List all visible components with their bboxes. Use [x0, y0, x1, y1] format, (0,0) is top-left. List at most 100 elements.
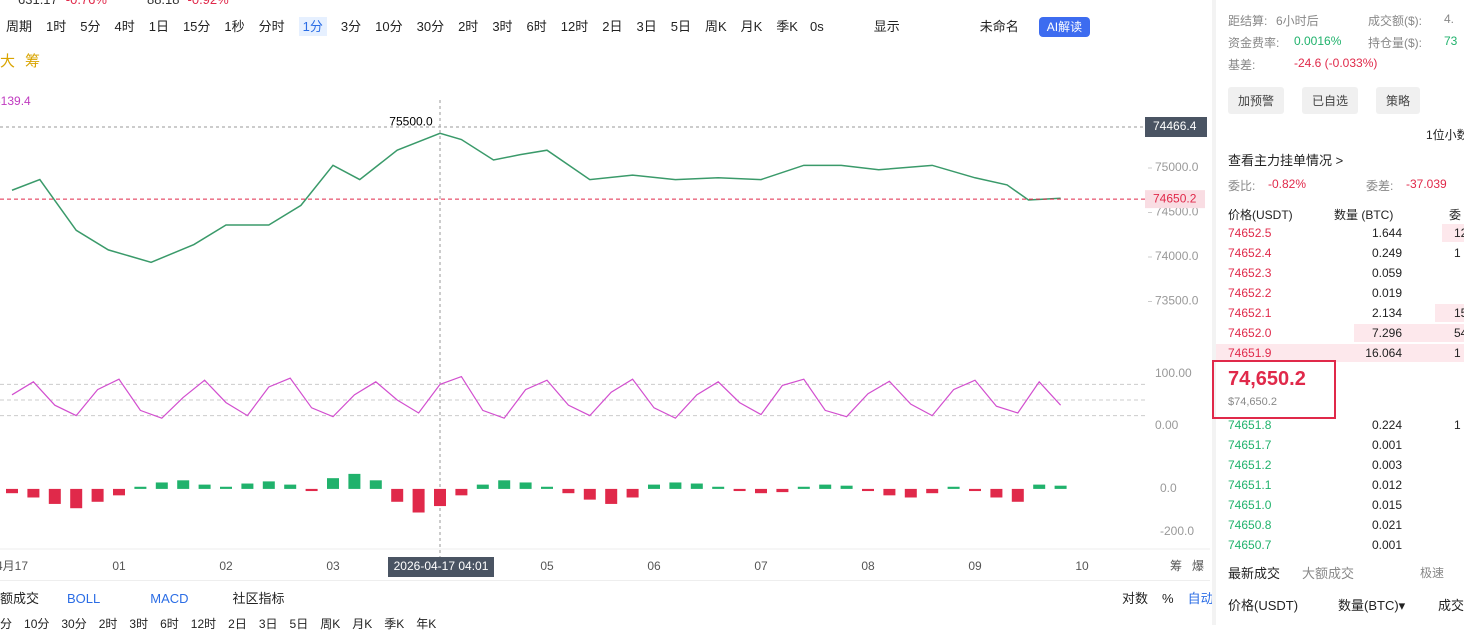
interval-button[interactable]: 2日	[228, 617, 247, 631]
indicator-tabs: 额成交 BOLL MACD 社区指标	[0, 588, 285, 607]
ticker-text: -0.92%	[188, 0, 229, 7]
interval-button[interactable]: 10分	[375, 19, 403, 34]
interval-button[interactable]: 10分	[24, 617, 50, 631]
trade-tab[interactable]: 大额成交	[1302, 566, 1355, 581]
macd-bar	[6, 488, 18, 494]
interval-button[interactable]: 季K	[384, 617, 405, 631]
stat-text: 4.	[1444, 12, 1455, 26]
interval-button[interactable]: 5日	[289, 617, 309, 631]
period-select[interactable]: 周期	[6, 19, 33, 34]
interval-button[interactable]: 1秒	[224, 19, 245, 34]
tool-button[interactable]: 大	[0, 53, 16, 70]
interval-button[interactable]: 3日	[258, 617, 278, 631]
scale-option[interactable]: 对数	[1122, 591, 1149, 606]
scale-options: 对数% 自动	[1122, 588, 1228, 607]
interval-button[interactable]: 3时	[129, 617, 149, 631]
toolbar-button[interactable]: 显示	[873, 19, 900, 34]
interval-button[interactable]: 2时	[458, 19, 479, 34]
interval-button[interactable]: 30分	[61, 617, 87, 631]
book-cell: 12	[1454, 226, 1464, 240]
interval-button[interactable]: 2时	[98, 617, 118, 631]
x-tick-label: 4月17	[0, 559, 28, 573]
interval-button[interactable]: 3时	[492, 19, 513, 34]
interval-button[interactable]: 1分	[298, 17, 327, 36]
interval-button[interactable]: 30分	[416, 19, 445, 34]
ai-button[interactable]: AI解读	[1038, 17, 1091, 37]
macd-bar	[327, 478, 339, 489]
panel-button[interactable]: 已自选	[1302, 87, 1359, 114]
trade-header: 价格(USDT)	[1228, 598, 1299, 613]
macd-bar	[177, 480, 190, 489]
interval-button[interactable]: 6时	[526, 19, 547, 34]
big-orders-link[interactable]: 查看主力挂单情况 >	[1228, 153, 1344, 168]
book-cell: 74651.9	[1228, 346, 1272, 360]
interval-button[interactable]: 12时	[190, 617, 217, 631]
macd-bar	[455, 488, 468, 496]
indicator-tab[interactable]: 社区指标	[232, 591, 285, 606]
book-cell: 1	[1454, 346, 1461, 360]
book-cell: 1	[1454, 418, 1461, 432]
macd-bar	[883, 488, 896, 496]
interval-button[interactable]: 分时	[258, 19, 285, 34]
ratio-text: 委比:	[1228, 179, 1256, 193]
interval-button[interactable]: 2日	[602, 19, 623, 34]
toolbar-button[interactable]: 未命名	[979, 19, 1019, 34]
interval-button[interactable]: 5日	[670, 19, 691, 34]
interval-button[interactable]: 4时	[114, 19, 135, 34]
interval-button[interactable]: 分	[0, 617, 13, 631]
crosshair-price-box	[1145, 117, 1207, 137]
stat-text: 成交额($):	[1368, 14, 1423, 28]
book-cell: 74652.2	[1228, 286, 1272, 300]
interval-button[interactable]: 年K	[416, 617, 437, 631]
book-cell: 74652.0	[1228, 326, 1272, 340]
macd-bar	[947, 486, 960, 489]
panel-button[interactable]: 策略	[1376, 87, 1421, 114]
stat-text: -24.6 (-0.033%)	[1294, 56, 1378, 70]
book-cell: 74652.1	[1228, 306, 1272, 320]
overlay-label: 5139.4	[0, 94, 31, 108]
trade-tab[interactable]: 最新成交	[1228, 566, 1281, 581]
interval-button[interactable]: 月K	[740, 19, 763, 34]
interval-button[interactable]: 1时	[46, 19, 67, 34]
depth-bar	[1353, 324, 1464, 342]
interval-button[interactable]: 1日	[148, 19, 169, 34]
interval-button[interactable]: 月K	[352, 617, 373, 631]
interval-button[interactable]: 6时	[160, 617, 179, 631]
interval-button[interactable]: 3日	[636, 19, 657, 34]
indicator-tab[interactable]: BOLL	[67, 591, 101, 606]
book-cell: 74652.5	[1228, 226, 1272, 240]
panel-button[interactable]: 加预警	[1228, 87, 1285, 114]
indicator-tab[interactable]: 额成交	[0, 591, 40, 606]
macd-bar	[648, 484, 660, 489]
book-cell: 0.012	[1371, 478, 1402, 492]
fast-toggle[interactable]: 极速	[1420, 566, 1445, 580]
y-tick-label: 73500.0	[1155, 294, 1199, 308]
interval-button[interactable]: 3分	[340, 19, 362, 34]
stat-text: 资金费率:	[1228, 36, 1280, 50]
interval-button[interactable]: 5分	[80, 19, 101, 34]
scale-option[interactable]: 自动	[1187, 591, 1214, 606]
macd-bar	[690, 483, 703, 489]
scale-option[interactable]: %	[1162, 591, 1174, 606]
macd-bar	[969, 488, 981, 492]
interval-button[interactable]: 15分	[182, 19, 211, 34]
indicator-tab[interactable]: MACD	[150, 591, 189, 606]
macd-bar	[1033, 484, 1046, 489]
macd-bar	[840, 485, 853, 489]
x-tick-label: 01	[112, 559, 126, 573]
tool-button[interactable]: 筹	[25, 53, 41, 70]
macd-bar	[348, 473, 361, 489]
x-tick-label: 03	[326, 559, 340, 573]
book-cell: 7.296	[1371, 326, 1402, 340]
mid-box	[1212, 360, 1336, 419]
interval-button[interactable]: 12时	[560, 19, 589, 34]
book-cell: 0.019	[1371, 286, 1402, 300]
tool-row: 大筹	[0, 50, 50, 71]
interval-button[interactable]: 周K	[704, 19, 727, 34]
macd-bar	[27, 488, 40, 498]
toolbar-button[interactable]: 0s	[810, 19, 824, 34]
interval-button[interactable]: 季K	[776, 19, 798, 34]
interval-button[interactable]: 周K	[320, 617, 341, 631]
y-tick-label: 0.00	[1155, 418, 1179, 432]
